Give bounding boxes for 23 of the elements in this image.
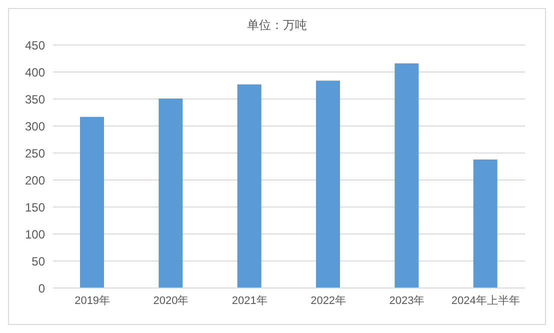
bar [394, 63, 419, 288]
x-tick-label: 2020年 [153, 294, 189, 307]
chart-title: 单位：万吨 [246, 17, 308, 34]
y-tick-label: 200 [24, 173, 46, 188]
bar [158, 98, 183, 288]
y-tick-label: 300 [24, 119, 46, 134]
x-tick-label: 2019年 [74, 294, 110, 307]
x-tick-label: 2022年 [310, 294, 346, 307]
y-tick-label: 0 [38, 281, 46, 296]
bar [316, 80, 340, 288]
x-tick-label: 2023年 [389, 294, 425, 307]
y-tick-label: 100 [24, 227, 46, 242]
y-tick-label: 450 [24, 38, 46, 52]
y-tick-label: 350 [24, 92, 46, 106]
x-tick-label: 2024年上半年 [451, 294, 520, 307]
bar [473, 159, 498, 288]
y-tick-label: 250 [24, 146, 46, 160]
y-tick-label: 150 [24, 200, 46, 214]
y-tick-label: 400 [24, 65, 46, 80]
bar [80, 116, 104, 288]
x-tick-label: 2021年 [232, 294, 268, 307]
bar [237, 84, 262, 288]
y-tick-label: 50 [32, 254, 46, 268]
